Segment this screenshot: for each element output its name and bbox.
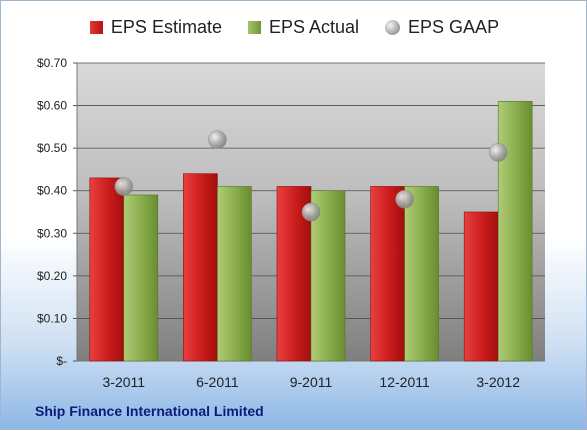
bar-eps-estimate (183, 173, 218, 362)
legend-swatch-marker (385, 20, 401, 35)
bar-eps-estimate (370, 186, 405, 362)
legend-swatch-red (89, 21, 103, 34)
x-axis-ticks: 3-2011 6-2011 9-2011 12-2011 3-2012 (103, 374, 521, 390)
marker-eps-gaap (488, 143, 508, 162)
x-tick-label: 3-2012 (476, 374, 520, 390)
y-tick-label: $- (56, 354, 67, 368)
y-tick-label: $0.50 (37, 141, 67, 155)
marker-eps-gaap (395, 189, 414, 209)
legend-label: EPS Estimate (110, 17, 222, 37)
company-name: Ship Finance International Limited (35, 403, 264, 419)
y-tick-label: $0.30 (37, 226, 67, 240)
legend-item-eps-estimate: EPS Estimate (89, 17, 222, 38)
y-axis-ticks: $- $0.10 $0.20 $0.30 $0.40 $0.50 $0.60 $0.70 (37, 56, 67, 368)
marker-eps-gaap (114, 177, 134, 196)
x-tick-label: 3-2011 (103, 374, 146, 390)
legend-label: EPS Actual (268, 17, 360, 37)
gaap-markers (114, 130, 508, 222)
x-tick-label: 12-2011 (379, 374, 430, 390)
marker-eps-gaap (301, 202, 321, 222)
y-tick-label: $0.40 (37, 184, 67, 198)
x-tick-label: 6-2011 (196, 374, 239, 390)
legend-label: EPS GAAP (408, 17, 500, 37)
y-tick-label: $0.70 (37, 56, 67, 70)
legend-swatch-green (247, 21, 261, 34)
legend-item-eps-gaap: EPS GAAP (385, 17, 499, 38)
bar-eps-actual (404, 186, 439, 362)
y-tick-label: $0.10 (37, 311, 67, 325)
marker-eps-gaap (208, 130, 227, 149)
y-tick-label: $0.20 (37, 269, 67, 283)
legend: EPS Estimate EPS Actual EPS GAAP (1, 17, 587, 38)
y-tick-label: $0.60 (37, 99, 67, 113)
bar-eps-actual (497, 101, 533, 362)
bar-eps-actual (217, 186, 252, 362)
x-tick-label: 9-2011 (290, 374, 333, 390)
bar-eps-actual (123, 194, 159, 362)
bar-eps-estimate (89, 177, 125, 362)
bar-eps-estimate (463, 211, 499, 362)
legend-item-eps-actual: EPS Actual (247, 17, 360, 38)
